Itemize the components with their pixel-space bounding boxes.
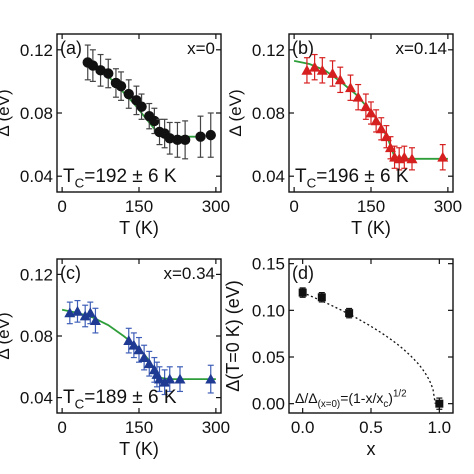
data-point (164, 373, 176, 384)
data-point (174, 373, 186, 384)
panel-a: 0 150 300 0.04 0.08 0.12 T (K) Δ (eV) (a) x=0 TC=1… (0, 33, 230, 238)
data-point (316, 64, 328, 75)
data-point (149, 115, 160, 127)
x-tick-label: 0 (57, 197, 66, 216)
x-tick-label: 0 (289, 197, 298, 216)
data-point (115, 80, 127, 92)
data-point (352, 91, 364, 102)
panel-c: 0 150 300 0.04 0.08 0.12 T (K) Δ (eV) (c) x=0.34 T… (0, 258, 230, 459)
data-point (195, 131, 206, 142)
data-point (87, 60, 99, 71)
y-tick-label: 0.08 (252, 104, 285, 123)
data-point (360, 101, 372, 112)
data-point (179, 134, 191, 146)
x-axis-label: T (K) (119, 439, 159, 459)
fit-curve (302, 291, 436, 404)
panel-d: 0.0 0.5 1.0 0.00 0.05 0.10 0.15 x Δ(T=0 K) (eV) (… (223, 255, 454, 459)
data-point (345, 82, 356, 93)
x-tick-label: 150 (125, 197, 153, 216)
y-tick-label: 0.08 (20, 104, 53, 123)
data-point (89, 315, 101, 325)
data-point (375, 123, 387, 134)
data-point (138, 352, 150, 362)
x-axis-label: x (367, 439, 376, 459)
x-tick-label: 150 (125, 418, 153, 437)
x-tick-label: 0.0 (291, 418, 315, 437)
x-axis-label: T (K) (119, 218, 159, 238)
data-point (317, 293, 326, 302)
data-point (327, 68, 339, 78)
data-point (398, 151, 410, 162)
y-axis-label: Δ (eV) (0, 89, 13, 136)
fit-formula: Δ/Δ(x=0)=(1-x/xc)1/2 (295, 389, 407, 411)
panel-letter: (a) (60, 38, 82, 58)
y-tick-label: 0.00 (252, 395, 285, 414)
data-point (437, 151, 449, 162)
composition-label: x=0.14 (395, 39, 447, 58)
data-point (301, 64, 313, 75)
tc-label: TC=189 ± 6 K (63, 387, 177, 412)
x-tick-label: 300 (202, 197, 230, 216)
y-tick-label: 0.12 (20, 265, 53, 284)
data-point (79, 310, 91, 321)
data-point (205, 373, 217, 384)
panel-b: 0 150 300 0.04 0.08 0.12 T (K) Δ (eV) (b) x=0.14 T… (226, 33, 462, 238)
y-axis-label: Δ (eV) (0, 312, 13, 359)
y-tick-label: 0.12 (20, 41, 53, 60)
y-tick-label: 0.15 (252, 255, 285, 274)
data-point (103, 68, 114, 79)
data-point (136, 101, 147, 112)
y-tick-label: 0.08 (20, 327, 53, 346)
x-tick-label: 1.0 (428, 418, 452, 437)
data-point (435, 399, 444, 408)
data-point (345, 309, 354, 318)
x-tick-label: 0.5 (359, 418, 383, 437)
data-point (309, 61, 321, 72)
data-point (159, 376, 171, 387)
data-point (123, 335, 135, 346)
x-tick-label: 0 (57, 418, 66, 437)
y-tick-label: 0.04 (252, 167, 285, 186)
x-tick-label: 300 (202, 418, 230, 437)
data-point (365, 107, 377, 118)
y-tick-label: 0.05 (252, 348, 285, 367)
composition-label: x=0.34 (163, 264, 215, 283)
panel-letter: (d) (292, 263, 314, 283)
panel-letter: (c) (60, 263, 81, 283)
x-tick-label: 300 (434, 197, 462, 216)
y-tick-label: 0.10 (252, 301, 285, 320)
panel-letter: (b) (292, 38, 314, 58)
data-point (84, 307, 96, 318)
x-axis-label: T (K) (351, 218, 391, 238)
composition-label: x=0 (187, 39, 215, 58)
data-point (128, 339, 140, 350)
data-point (133, 344, 145, 355)
data-point (172, 134, 183, 146)
y-tick-label: 0.12 (252, 41, 285, 60)
y-tick-label: 0.04 (20, 389, 53, 408)
x-tick-label: 150 (357, 197, 385, 216)
data-point (123, 88, 134, 100)
data-point (370, 115, 382, 126)
data-point (406, 153, 418, 164)
y-axis-label: Δ(T=0 K) (eV) (223, 280, 243, 392)
data-point (380, 131, 392, 142)
tc-label: TC=192 ± 6 K (63, 166, 177, 191)
tc-label: TC=196 ± 6 K (295, 166, 409, 191)
data-point (143, 358, 155, 369)
data-point (205, 129, 216, 141)
data-point (384, 142, 396, 153)
data-point (72, 305, 83, 316)
data-point (298, 288, 307, 297)
y-axis-label: Δ (eV) (226, 89, 245, 136)
y-tick-label: 0.04 (20, 167, 53, 186)
data-point (334, 74, 346, 85)
